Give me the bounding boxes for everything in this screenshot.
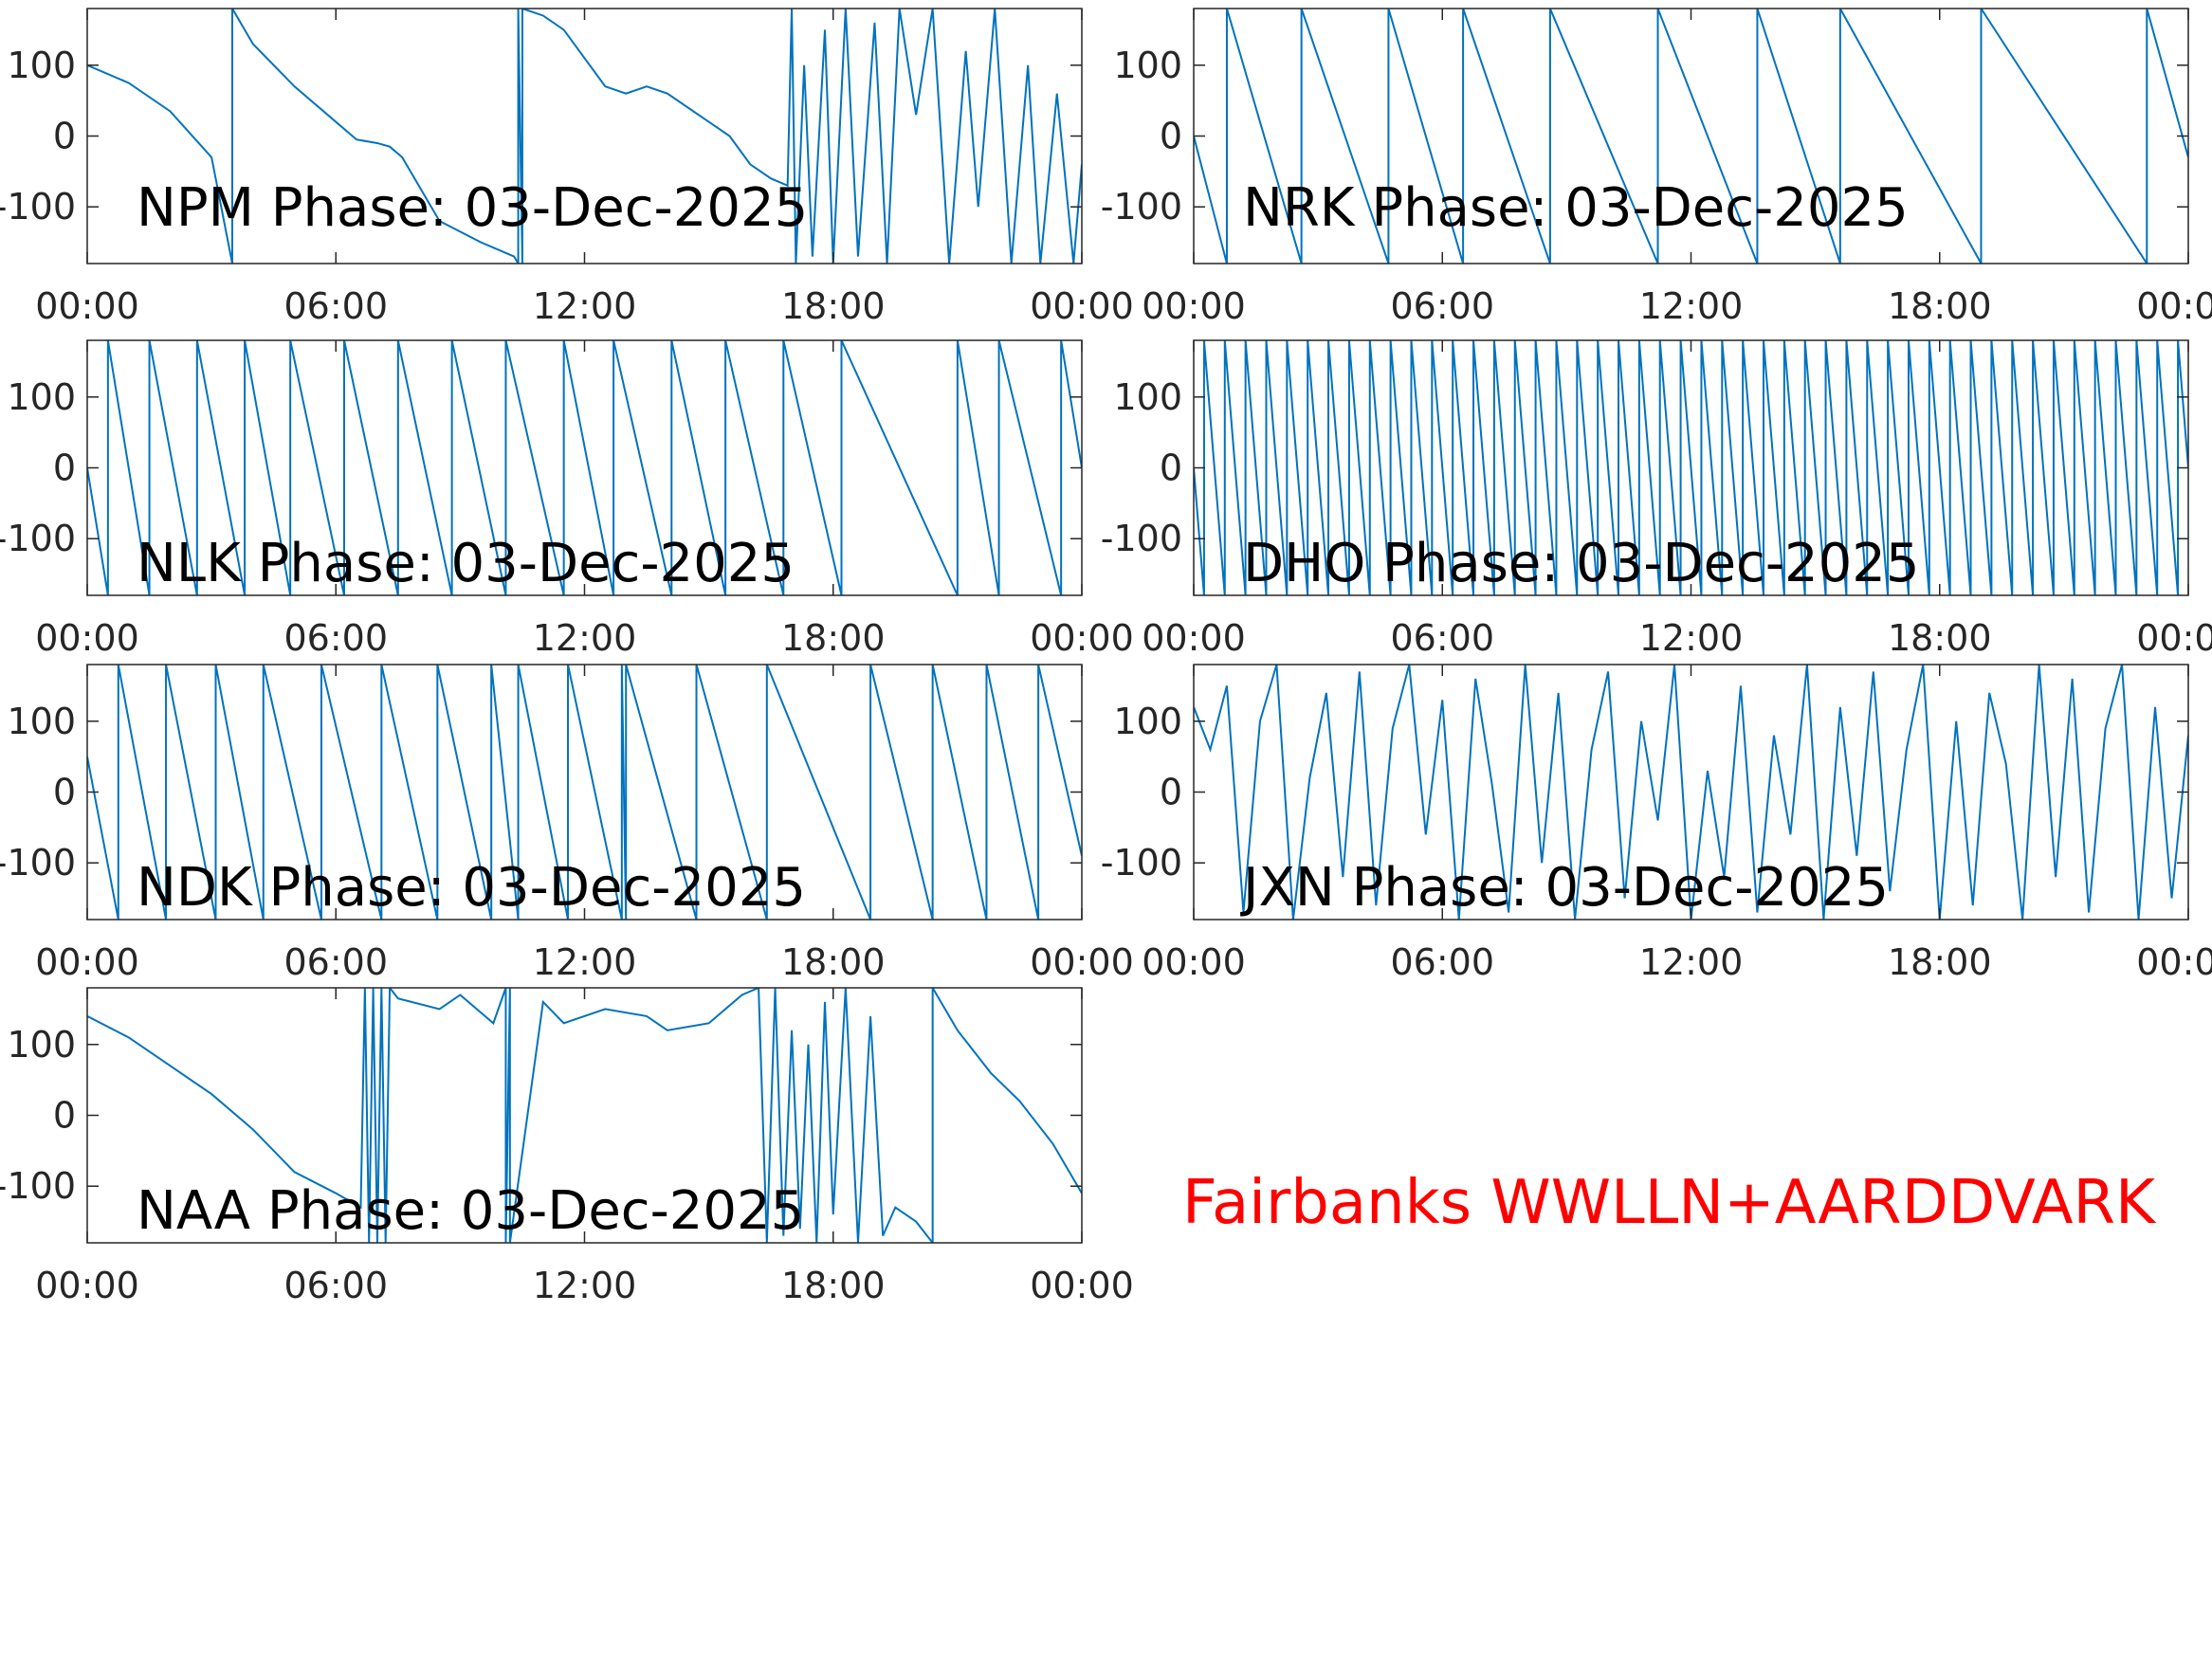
y-tick-label: -100	[0, 1165, 76, 1207]
subplot-title: JXN Phase: 03-Dec-2025	[1240, 857, 1889, 919]
x-tick-label: 00:00	[35, 1265, 139, 1306]
y-tick-label: 100	[1113, 376, 1182, 418]
x-tick-label: 06:00	[283, 941, 388, 983]
x-tick-label: 00:00	[1030, 617, 1134, 659]
y-tick-label: 0	[1160, 772, 1182, 813]
y-tick-label: -100	[0, 842, 76, 884]
y-tick-label: 0	[1160, 116, 1182, 157]
x-tick-label: 06:00	[283, 1265, 388, 1306]
y-tick-label: 0	[53, 1095, 76, 1137]
x-tick-label: 12:00	[533, 1265, 637, 1306]
x-tick-label: 18:00	[1888, 617, 1992, 659]
y-tick-label: -100	[0, 186, 76, 228]
phase-line	[1194, 665, 2188, 920]
phase-line	[87, 9, 1082, 264]
x-tick-label: 18:00	[1888, 941, 1992, 983]
subplot-title: NPM Phase: 03-Dec-2025	[137, 177, 808, 239]
y-tick-label: 0	[53, 116, 76, 157]
x-tick-label: 12:00	[1639, 285, 1744, 327]
x-tick-label: 00:00	[35, 285, 139, 327]
subplot: 00:00 06:00 12:00 18:00 00:00 -100 0 100 NRK Pha…	[1101, 8, 2212, 327]
x-tick-label: 12:00	[1639, 617, 1744, 659]
x-tick-label: 00:00	[1030, 1265, 1134, 1306]
phase-line	[87, 665, 1082, 920]
x-tick-label: 00:00	[1030, 941, 1134, 983]
y-tick-label: 100	[7, 1024, 76, 1066]
x-tick-label: 06:00	[1390, 941, 1494, 983]
x-tick-label: 18:00	[781, 285, 886, 327]
y-tick-label: 100	[7, 45, 76, 86]
y-tick-label: -100	[1101, 842, 1182, 884]
subplot: 00:00 06:00 12:00 18:00 00:00 -100 0 100 NLK Pha…	[0, 339, 1134, 659]
y-tick-label: 100	[7, 376, 76, 418]
phase-line	[1194, 340, 2188, 595]
y-tick-label: -100	[1101, 518, 1182, 559]
x-tick-label: 12:00	[533, 285, 637, 327]
y-tick-label: 0	[53, 772, 76, 813]
x-tick-label: 00:00	[1142, 617, 1246, 659]
y-tick-label: 100	[1113, 45, 1182, 86]
x-tick-label: 00:00	[35, 941, 139, 983]
subplot-title: NRK Phase: 03-Dec-2025	[1243, 177, 1909, 239]
x-tick-label: 18:00	[781, 1265, 886, 1306]
x-tick-label: 00:00	[1142, 285, 1246, 327]
x-tick-label: 18:00	[781, 941, 886, 983]
y-tick-label: -100	[1101, 186, 1182, 228]
y-tick-label: 100	[7, 701, 76, 742]
subplot: 00:00 06:00 12:00 18:00 00:00 -100 0 100 DHO Pha…	[1101, 339, 2212, 659]
subplot: 00:00 06:00 12:00 18:00 00:00 -100 0 100 NAA Pha…	[0, 987, 1134, 1306]
y-tick-label: 100	[1113, 701, 1182, 742]
y-tick-label: 0	[1160, 447, 1182, 489]
x-tick-label: 12:00	[533, 617, 637, 659]
x-tick-label: 00:00	[35, 617, 139, 659]
x-tick-label: 06:00	[283, 617, 388, 659]
phase-line	[87, 988, 1082, 1243]
subplot-title: DHO Phase: 03-Dec-2025	[1243, 533, 1920, 594]
x-tick-label: 00:00	[1030, 285, 1134, 327]
x-tick-label: 06:00	[1390, 285, 1494, 327]
x-tick-label: 00:00	[2136, 941, 2212, 983]
x-tick-label: 12:00	[1639, 941, 1744, 983]
subplot-title: NLK Phase: 03-Dec-2025	[137, 533, 795, 594]
subplot-title: NAA Phase: 03-Dec-2025	[137, 1180, 804, 1242]
x-tick-label: 06:00	[1390, 617, 1494, 659]
y-tick-label: -100	[0, 518, 76, 559]
x-tick-label: 06:00	[283, 285, 388, 327]
subplot: 00:00 06:00 12:00 18:00 00:00 -100 0 100 JXN Pha…	[1101, 664, 2212, 983]
x-tick-label: 18:00	[781, 617, 886, 659]
y-tick-label: 0	[53, 447, 76, 489]
x-tick-label: 00:00	[2136, 617, 2212, 659]
x-tick-label: 12:00	[533, 941, 637, 983]
subplot: 00:00 06:00 12:00 18:00 00:00 -100 0 100 NPM Pha…	[0, 8, 1134, 327]
x-tick-label: 18:00	[1888, 285, 1992, 327]
x-tick-label: 00:00	[2136, 285, 2212, 327]
subplot: 00:00 06:00 12:00 18:00 00:00 -100 0 100 NDK Pha…	[0, 664, 1134, 983]
figure-annotation: Fairbanks WWLLN+AARDDVARK	[1182, 1168, 2157, 1238]
phase-line	[1194, 9, 2188, 264]
phase-line	[87, 340, 1082, 595]
subplot-title: NDK Phase: 03-Dec-2025	[137, 857, 806, 919]
x-tick-label: 00:00	[1142, 941, 1246, 983]
